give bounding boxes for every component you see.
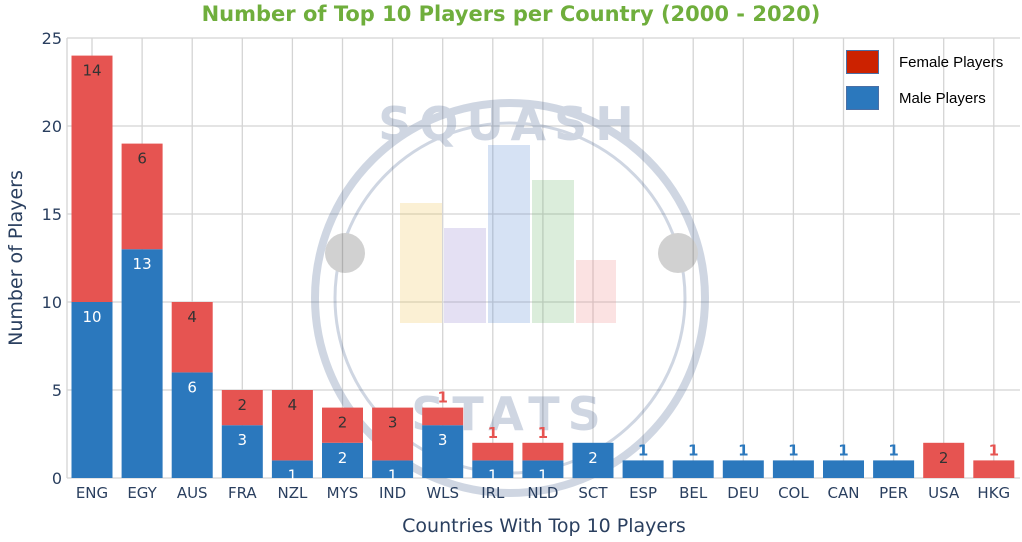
data-label: 1 (538, 466, 548, 484)
data-label: 1 (738, 441, 748, 459)
x-tick-label: BEL (679, 484, 708, 502)
y-tick-label: 25 (42, 29, 62, 48)
x-tick-label: EGY (127, 484, 157, 502)
x-tick-label: CAN (828, 484, 860, 502)
data-label: 1 (888, 441, 898, 459)
data-label: 4 (187, 308, 197, 326)
data-label: 4 (288, 396, 298, 414)
bar-female (973, 460, 1015, 478)
x-tick-label: SCT (578, 484, 608, 502)
data-label: 2 (338, 449, 348, 467)
bar-male (221, 425, 263, 478)
bar-female (422, 407, 464, 426)
y-tick-label: 5 (52, 381, 62, 400)
bar-male (722, 460, 764, 478)
x-tick-label: WLS (426, 484, 459, 502)
x-tick-label: NZL (277, 484, 307, 502)
chart-title: Number of Top 10 Players per Country (20… (201, 2, 821, 26)
data-label: 3 (238, 431, 248, 449)
x-tick-label: USA (928, 484, 960, 502)
data-label: 6 (137, 150, 147, 168)
legend-swatch-female (846, 50, 879, 74)
x-tick-label: COL (778, 484, 809, 502)
x-tick-label: IND (379, 484, 406, 502)
legend-label-female: Female Players (899, 53, 1004, 71)
bar-male (271, 460, 313, 478)
data-label: 1 (788, 441, 798, 459)
bar-male (823, 460, 864, 478)
data-label: 3 (438, 431, 448, 449)
bar-female (522, 442, 564, 461)
bar-female (923, 442, 965, 478)
bar-male (873, 460, 915, 478)
bar-male (171, 372, 213, 478)
x-tick-label: FRA (228, 484, 257, 502)
bar-male (322, 442, 363, 478)
bar-male (522, 460, 564, 478)
bar-female (171, 302, 213, 373)
bar-male (572, 442, 614, 478)
bar-female (322, 407, 363, 443)
legend-swatch-male (846, 86, 879, 110)
bar-male (372, 460, 414, 478)
data-label: 3 (388, 414, 398, 432)
data-label: 1 (388, 466, 398, 484)
bar-male (121, 249, 163, 478)
x-tick-label: ESP (629, 484, 657, 502)
bar-female (271, 390, 313, 461)
data-label: 1 (288, 466, 298, 484)
x-tick-label: HKG (977, 484, 1010, 502)
bar-female (71, 55, 113, 302)
data-label: 1 (488, 466, 498, 484)
data-label: 2 (238, 396, 248, 414)
legend-label-male: Male Players (899, 89, 986, 107)
bar-male (422, 425, 464, 478)
y-tick-label: 15 (42, 205, 62, 224)
y-axis-title: Number of Players (5, 170, 27, 346)
data-label: 2 (939, 449, 949, 467)
bar-male (622, 460, 664, 478)
x-tick-label: AUS (177, 484, 208, 502)
bar-female (221, 390, 263, 426)
legend-item-female: Female Players (846, 44, 1003, 80)
data-label: 6 (187, 378, 197, 396)
data-label: 14 (82, 62, 101, 80)
data-label: 1 (838, 441, 848, 459)
bar-female (121, 143, 163, 250)
legend-item-male: Male Players (846, 80, 1003, 116)
data-label: 1 (638, 441, 648, 459)
data-label: 1 (488, 424, 498, 442)
svg-text:SQUASH: SQUASH (378, 97, 641, 151)
data-label: 1 (437, 389, 447, 407)
y-tick-label: 10 (42, 293, 62, 312)
x-tick-label: DEU (727, 484, 759, 502)
x-tick-label: ENG (76, 484, 108, 502)
bar-male (71, 302, 113, 478)
data-label: 10 (82, 308, 101, 326)
x-axis-title: Countries With Top 10 Players (402, 515, 686, 537)
x-tick-label: IRL (481, 484, 505, 502)
y-tick-label: 0 (52, 469, 62, 488)
bar-male (672, 460, 714, 478)
x-tick-label: NLD (527, 484, 558, 502)
y-tick-label: 20 (42, 117, 62, 136)
data-label: 2 (588, 449, 598, 467)
data-label: 1 (688, 441, 698, 459)
data-label: 13 (133, 255, 152, 273)
x-tick-label: MYS (327, 484, 359, 502)
legend: Female Players Male Players (846, 44, 1003, 116)
bar-female (372, 407, 414, 461)
bar-male (772, 460, 814, 478)
data-label: 1 (989, 441, 999, 459)
data-label: 2 (338, 414, 348, 432)
x-tick-label: PER (879, 484, 908, 502)
data-label: 1 (538, 424, 548, 442)
bar-male (472, 460, 514, 478)
bar-female (472, 442, 514, 461)
